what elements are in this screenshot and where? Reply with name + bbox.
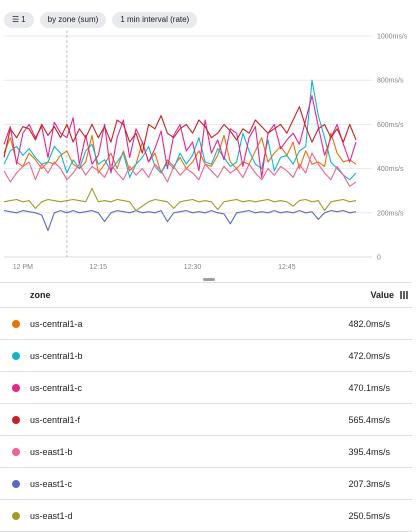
y-axis-labels: 1000ms/s 800ms/s 600ms/s 400ms/s 200ms/s 0 bbox=[377, 34, 408, 262]
y-tick-label: 0 bbox=[377, 255, 381, 262]
value-cell: 250.5ms/s bbox=[348, 510, 390, 521]
series-color-dot bbox=[12, 447, 20, 456]
series-line-us-central1-b[interactable] bbox=[3, 79, 357, 181]
zone-column-header[interactable]: zone bbox=[30, 290, 51, 300]
table-row[interactable]: us-east1-d 250.5ms/s bbox=[0, 500, 412, 532]
filter-count: 1 bbox=[21, 15, 26, 24]
series-color-dot bbox=[12, 383, 20, 392]
zone-cell: us-central1-b bbox=[30, 350, 83, 361]
legend-table: zone Value us-central1-a 482.0ms/s us-cent… bbox=[0, 282, 412, 532]
x-axis-labels: 12 PM 12:15 12:30 12:45 bbox=[13, 264, 296, 271]
series-color-dot bbox=[12, 415, 20, 424]
x-tick-label: 12:45 bbox=[278, 264, 296, 271]
column-settings-icon[interactable] bbox=[400, 291, 408, 299]
value-cell: 482.0ms/s bbox=[348, 318, 390, 329]
y-tick-label: 600ms/s bbox=[377, 122, 404, 129]
value-cell: 395.4ms/s bbox=[348, 446, 390, 457]
y-tick-label: 1000ms/s bbox=[377, 34, 408, 41]
series-line-us-central1-a[interactable] bbox=[3, 132, 357, 174]
table-body: us-central1-a 482.0ms/s us-central1-b 472.0… bbox=[0, 308, 412, 532]
series-color-dot bbox=[12, 351, 20, 360]
table-row[interactable]: us-east1-c 207.3ms/s bbox=[0, 468, 412, 500]
x-tick-label: 12:30 bbox=[184, 264, 202, 271]
series-line-us-central1-c[interactable] bbox=[3, 95, 357, 178]
series-line-us-east1-c[interactable] bbox=[3, 210, 357, 232]
series-line-us-east1-b[interactable] bbox=[3, 152, 357, 187]
value-cell: 472.0ms/s bbox=[348, 350, 390, 361]
zone-cell: us-central1-c bbox=[30, 382, 83, 393]
zone-cell: us-east1-d bbox=[30, 510, 73, 521]
value-cell: 565.4ms/s bbox=[348, 414, 390, 425]
table-row[interactable]: us-central1-c 470.1ms/s bbox=[0, 372, 412, 404]
series-line-us-east1-d[interactable] bbox=[3, 187, 357, 212]
filter-chip[interactable]: ☰ 1 bbox=[4, 12, 34, 28]
line-chart[interactable]: 1000ms/s 800ms/s 600ms/s 400ms/s 200ms/s 0 12… bbox=[0, 30, 416, 272]
resize-handle[interactable] bbox=[203, 278, 215, 281]
interval-chip[interactable]: 1 min interval (rate) bbox=[112, 12, 198, 28]
y-tick-label: 400ms/s bbox=[377, 166, 404, 173]
table-row[interactable]: us-east1-b 395.4ms/s bbox=[0, 436, 412, 468]
zone-cell: us-east1-c bbox=[30, 478, 73, 489]
table-row[interactable]: us-central1-a 482.0ms/s bbox=[0, 308, 412, 340]
zone-cell: us-central1-f bbox=[30, 414, 81, 425]
filter-icon: ☰ bbox=[12, 15, 19, 24]
value-cell: 470.1ms/s bbox=[348, 382, 390, 393]
value-cell: 207.3ms/s bbox=[348, 478, 390, 489]
x-tick-label: 12:15 bbox=[90, 264, 108, 271]
series-line-us-central1-f[interactable] bbox=[3, 106, 357, 158]
series-color-dot bbox=[12, 479, 20, 488]
table-row[interactable]: us-central1-b 472.0ms/s bbox=[0, 340, 412, 372]
table-header: zone Value bbox=[0, 282, 412, 308]
series-color-dot bbox=[12, 511, 20, 520]
x-tick-label: 12 PM bbox=[13, 264, 33, 271]
y-tick-label: 800ms/s bbox=[377, 78, 404, 85]
chart-grid bbox=[4, 30, 372, 258]
zone-cell: us-central1-a bbox=[30, 318, 83, 329]
filter-chips: ☰ 1 by zone (sum) 1 min interval (rate) bbox=[4, 12, 198, 28]
group-by-chip[interactable]: by zone (sum) bbox=[39, 12, 107, 28]
y-tick-label: 200ms/s bbox=[377, 210, 404, 217]
table-row[interactable]: us-central1-f 565.4ms/s bbox=[0, 404, 412, 436]
interval-label: 1 min interval (rate) bbox=[120, 15, 190, 24]
series-color-dot bbox=[12, 319, 20, 328]
chart-series bbox=[3, 79, 357, 232]
zone-cell: us-east1-b bbox=[30, 446, 73, 457]
group-by-label: by zone (sum) bbox=[47, 15, 99, 24]
value-column-header[interactable]: Value bbox=[370, 290, 394, 300]
